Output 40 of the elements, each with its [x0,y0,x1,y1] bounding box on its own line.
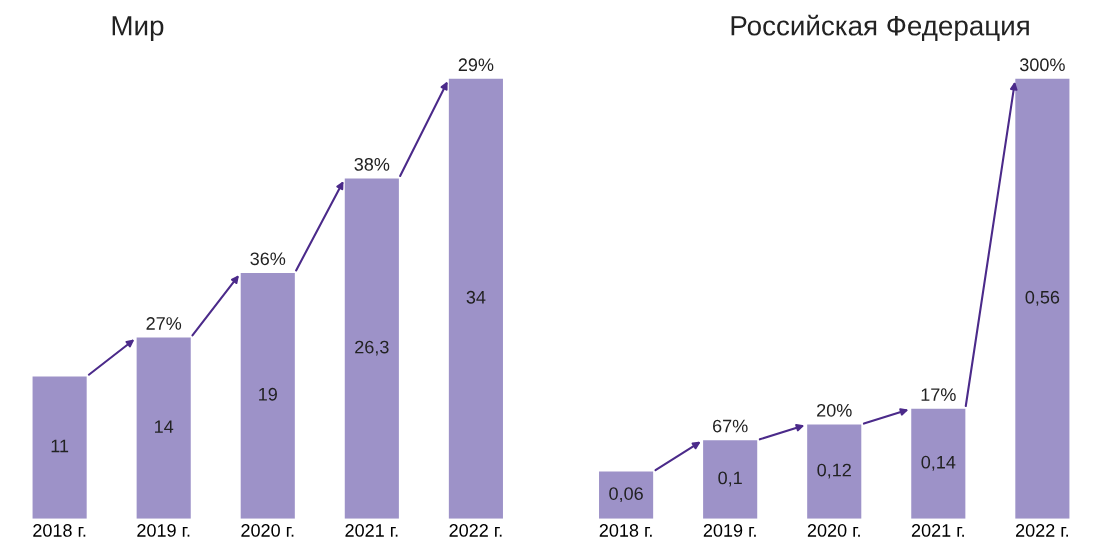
annotation: 29% [458,58,494,72]
bar [1015,78,1070,519]
annotation: 300% [1019,58,1065,72]
bar [240,272,295,519]
annotation: 38% [354,157,390,171]
data-label: 0,56 [1025,290,1060,306]
data-label: 0,1 [718,471,742,487]
x-tick-label: 2021 г. [345,524,398,537]
x-tick-label: 2021 г. [911,524,964,537]
data-label: 19 [259,387,277,401]
x-tick-label: 2020 г. [241,524,294,537]
data-label: 0,12 [817,463,851,479]
x-tick-label: 2018 г. [599,524,652,537]
chart-title: Мир [112,16,164,42]
x-tick-label: 2019 г. [703,524,756,537]
data-label: 26,3 [355,340,389,356]
bar [344,178,399,519]
bar [599,471,654,519]
x-tick-label: 2020 г. [807,524,860,537]
bar [807,424,862,519]
bar [136,337,191,519]
data-label: 0,06 [609,487,643,503]
data-label: 34 [466,290,486,304]
annotation: 27% [146,317,182,330]
bar [911,408,966,519]
x-tick-label: 2019 г. [137,524,190,537]
annotation: 67% [713,419,748,433]
x-tick-label: 2022 г. [449,524,502,537]
bar [448,78,503,519]
annotation: 17% [921,388,956,401]
chart-title: Российская Федерация [731,14,1029,42]
x-tick-label: 2018 г. [33,524,86,537]
bar [703,440,758,519]
data-label: 14 [155,420,174,433]
data-label: 11 [51,439,69,453]
x-tick-label: 2022 г. [1016,524,1069,537]
annotation: 36% [250,252,286,266]
annotation: 20% [817,403,852,417]
bar [32,376,87,519]
data-label: 0,14 [921,455,956,471]
